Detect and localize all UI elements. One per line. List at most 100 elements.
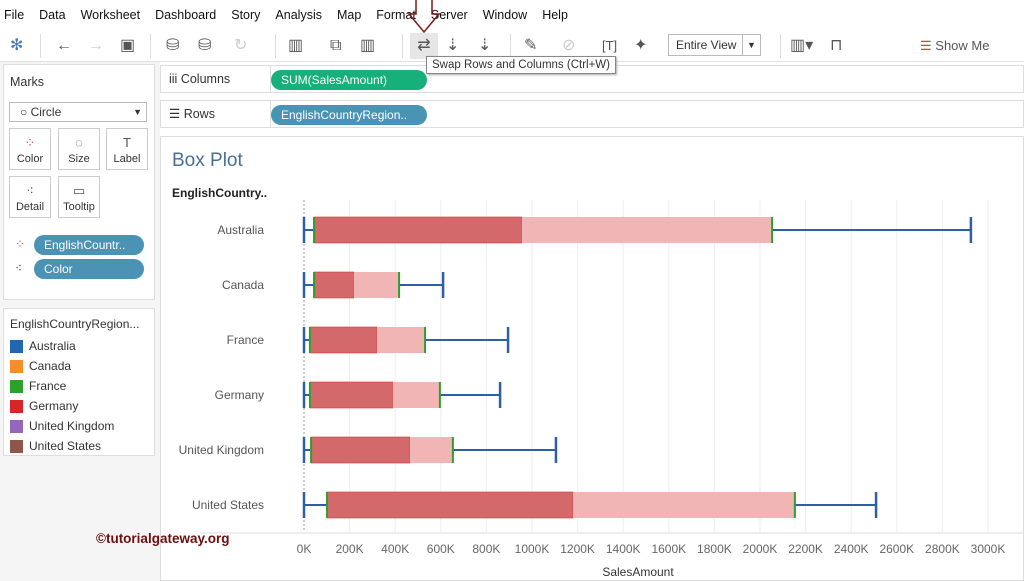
save-icon[interactable]: ▣ (120, 37, 136, 54)
new-datasource-icon[interactable]: ⛁ (166, 37, 180, 54)
menu-analysis[interactable]: Analysis (275, 8, 322, 22)
box-upper (521, 217, 773, 243)
presentation-icon[interactable]: ⊓ (830, 37, 843, 54)
legend-label: United Kingdom (29, 419, 115, 433)
menu-dashboard[interactable]: Dashboard (155, 8, 217, 22)
chevron-down-icon: ▼ (742, 35, 760, 55)
x-tick-label: 2000K (743, 542, 778, 556)
columns-label: iii Columns (161, 66, 271, 92)
x-tick-label: 800K (472, 542, 500, 556)
box-upper (353, 272, 400, 298)
tableau-logo-icon[interactable]: ✻ (10, 37, 24, 54)
legend-item[interactable]: Australia (10, 339, 76, 353)
menu-help[interactable]: Help (542, 8, 568, 22)
x-tick-label: 1800K (697, 542, 732, 556)
menu-window[interactable]: Window (482, 8, 528, 22)
x-tick-label: 400K (381, 542, 409, 556)
color-pill[interactable]: EnglishCountr.. (34, 235, 144, 255)
legend-item[interactable]: Canada (10, 359, 71, 373)
legend-label: United States (29, 439, 102, 453)
chevron-down-icon: ▼ (133, 107, 142, 117)
x-tick-label: 600K (427, 542, 455, 556)
legend-item[interactable]: France (10, 379, 66, 393)
show-labels-icon[interactable]: [T] (602, 38, 618, 53)
legend-swatch (10, 439, 23, 453)
menu-file[interactable]: File (4, 8, 25, 22)
row-label: United Kingdom (179, 443, 264, 457)
box-upper (376, 327, 426, 353)
box-lower (326, 491, 574, 519)
left-pane: Marks ○ Circle ▼ ⁘ Color ◌ Size T Label ⁖ Det… (0, 62, 160, 581)
rows-label: ☰ Rows (161, 101, 271, 127)
legend-item[interactable]: Germany (10, 399, 78, 413)
color-legend: EnglishCountryRegion... Australia Canada F… (3, 308, 155, 456)
group-icon: ⊘ (562, 37, 576, 54)
columns-label-text: Columns (180, 72, 231, 86)
menu-story[interactable]: Story (231, 8, 261, 22)
box-lower (313, 216, 523, 244)
fit-dropdown[interactable]: Entire View ▼ (668, 34, 761, 56)
rows-pill[interactable]: EnglishCountryRegion.. (271, 105, 427, 125)
color-card[interactable]: ⁘ Color (9, 128, 51, 170)
mark-type-dropdown[interactable]: ○ Circle ▼ (9, 102, 147, 122)
x-tick-label: 0K (297, 542, 312, 556)
box-lower (309, 326, 378, 354)
clear-sheet-icon[interactable]: ▥ (360, 37, 376, 54)
legend-label: Australia (29, 339, 76, 353)
detail-card[interactable]: ⁖ Detail (9, 176, 51, 218)
menu-server[interactable]: Server (430, 8, 468, 22)
pause-updates-icon[interactable]: ⛁ (198, 37, 212, 54)
detail-pill[interactable]: Color (34, 259, 144, 279)
tooltip-card[interactable]: ▭ Tooltip (58, 176, 100, 218)
swap-rows-columns-button[interactable]: ⇄ (410, 33, 438, 59)
new-worksheet-icon[interactable]: ▥ (288, 37, 304, 54)
sort-ascending-icon[interactable]: ⇣ (446, 37, 460, 54)
menu-worksheet[interactable]: Worksheet (80, 8, 141, 22)
pin-icon[interactable]: ✦ (634, 37, 648, 54)
rows-label-text: Rows (183, 107, 215, 121)
sort-descending-icon[interactable]: ⇣ (478, 37, 492, 54)
undo-icon[interactable]: ← (56, 37, 72, 54)
columns-pill[interactable]: SUM(SalesAmount) (271, 70, 427, 90)
legend-swatch (10, 339, 23, 353)
card-label: Color (16, 153, 44, 165)
legend-label: Canada (29, 359, 72, 373)
row-label: Australia (217, 223, 264, 237)
row-label: France (227, 333, 265, 347)
box-lower (310, 436, 411, 464)
box-lower (309, 381, 394, 409)
duplicate-sheet-icon[interactable]: ⧉ (330, 37, 342, 54)
highlight-icon[interactable]: ✎ (524, 37, 538, 54)
label-card[interactable]: T Label (106, 128, 148, 170)
row-label: United States (192, 498, 264, 512)
color-icon: ⁘ (24, 135, 36, 150)
legend-title: EnglishCountryRegion... (10, 317, 140, 331)
detail-icon: ⁖ (26, 183, 34, 198)
refresh-icon: ↻ (234, 37, 248, 54)
menu-data[interactable]: Data (39, 8, 66, 22)
legend-item[interactable]: United Kingdom (10, 419, 114, 433)
box-lower (313, 271, 355, 299)
size-card[interactable]: ◌ Size (58, 128, 100, 170)
show-me-label: Show Me (935, 38, 990, 53)
menu-format[interactable]: Format (376, 8, 416, 22)
box-plot-chart: 0K 200K 400K 600K 800K 1000K 1200K 1400K 1600K 18… (179, 200, 1024, 579)
menu-map[interactable]: Map (336, 8, 362, 22)
columns-icon: iii (169, 72, 178, 86)
tooltip: Swap Rows and Columns (Ctrl+W) (426, 56, 616, 74)
x-tick-label: 2800K (925, 542, 960, 556)
show-me-icon: ☰ (920, 38, 932, 53)
legend-item[interactable]: United States (10, 439, 101, 453)
x-tick-label: 1000K (515, 542, 550, 556)
x-tick-label: 1600K (651, 542, 686, 556)
row-header[interactable]: EnglishCountry.. (172, 186, 268, 200)
x-tick-label: 200K (336, 542, 364, 556)
show-cards-icon[interactable]: ▥▾ (790, 37, 814, 54)
row-label: Canada (222, 278, 264, 292)
redo-icon: → (88, 37, 104, 54)
detail-icon: ⁖ (15, 261, 23, 275)
annotation-arrow-icon (407, 0, 441, 34)
rows-shelf: ☰ Rows EnglishCountryRegion.. (160, 100, 1024, 128)
fit-value: Entire View (676, 38, 737, 52)
show-me-button[interactable]: ☰ Show Me (920, 36, 989, 56)
